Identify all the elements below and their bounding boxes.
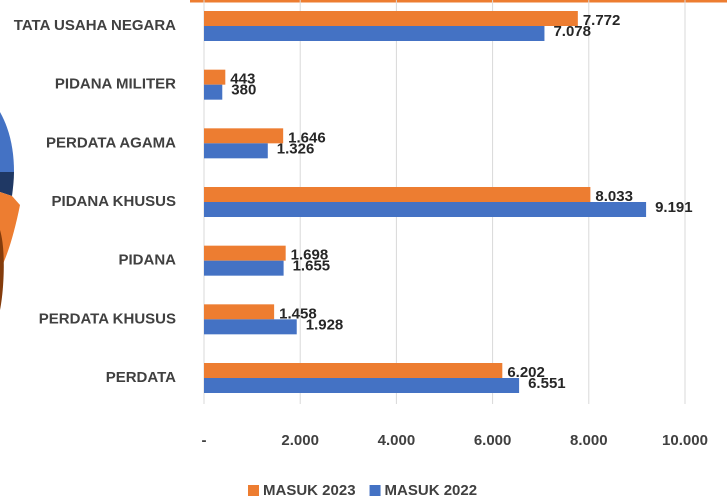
pie-fragment (0, 112, 20, 310)
bar (204, 319, 297, 335)
bar (204, 128, 284, 144)
bar (204, 245, 286, 261)
bar (204, 363, 503, 378)
value-label: 8.033 (595, 188, 633, 205)
value-label: 7.078 (553, 23, 591, 40)
value-label: 1.928 (306, 316, 344, 333)
legend-label: MASUK 2023 (263, 482, 356, 499)
value-label: 443 (230, 71, 255, 88)
value-label: 1.646 (288, 129, 326, 146)
bar (204, 378, 520, 393)
value-label: 6.202 (507, 364, 545, 381)
value-label: 6.551 (528, 375, 566, 392)
value-label: 1.655 (293, 258, 331, 275)
y-tick-label: PIDANA KHUSUS (52, 193, 176, 210)
y-tick-label: PERDATA (106, 369, 176, 386)
bar (204, 84, 223, 100)
x-tick-label: 4.000 (378, 432, 416, 449)
value-label: 7.772 (583, 12, 621, 29)
bars (204, 11, 647, 393)
bar (204, 69, 226, 85)
value-label: 1.458 (279, 305, 317, 322)
y-tick-label: PERDATA AGAMA (46, 134, 176, 151)
bar (204, 260, 284, 276)
legend-label: MASUK 2022 (385, 482, 478, 499)
bar (204, 304, 275, 320)
bar (204, 202, 647, 217)
bar (204, 26, 545, 41)
value-label: 1.698 (291, 247, 329, 264)
bar (204, 187, 591, 202)
y-tick-label: PERDATA KHUSUS (39, 310, 176, 327)
x-tick-label: 10.000 (662, 432, 708, 449)
value-label: 1.326 (277, 140, 315, 157)
y-tick-label: PIDANA (118, 252, 176, 269)
value-label: 9.191 (655, 199, 693, 216)
bar (204, 143, 268, 159)
y-tick-label: TATA USAHA NEGARA (14, 17, 176, 34)
x-tick-label: 6.000 (474, 432, 512, 449)
y-tick-label: PIDANA MILITER (55, 76, 176, 93)
bar (204, 11, 578, 26)
x-tick-label: - (202, 432, 207, 449)
x-tick-label: 2.000 (281, 432, 319, 449)
x-tick-label: 8.000 (570, 432, 608, 449)
value-label: 380 (231, 82, 256, 99)
legend-swatch (369, 485, 381, 496)
legend-swatch (248, 485, 259, 496)
